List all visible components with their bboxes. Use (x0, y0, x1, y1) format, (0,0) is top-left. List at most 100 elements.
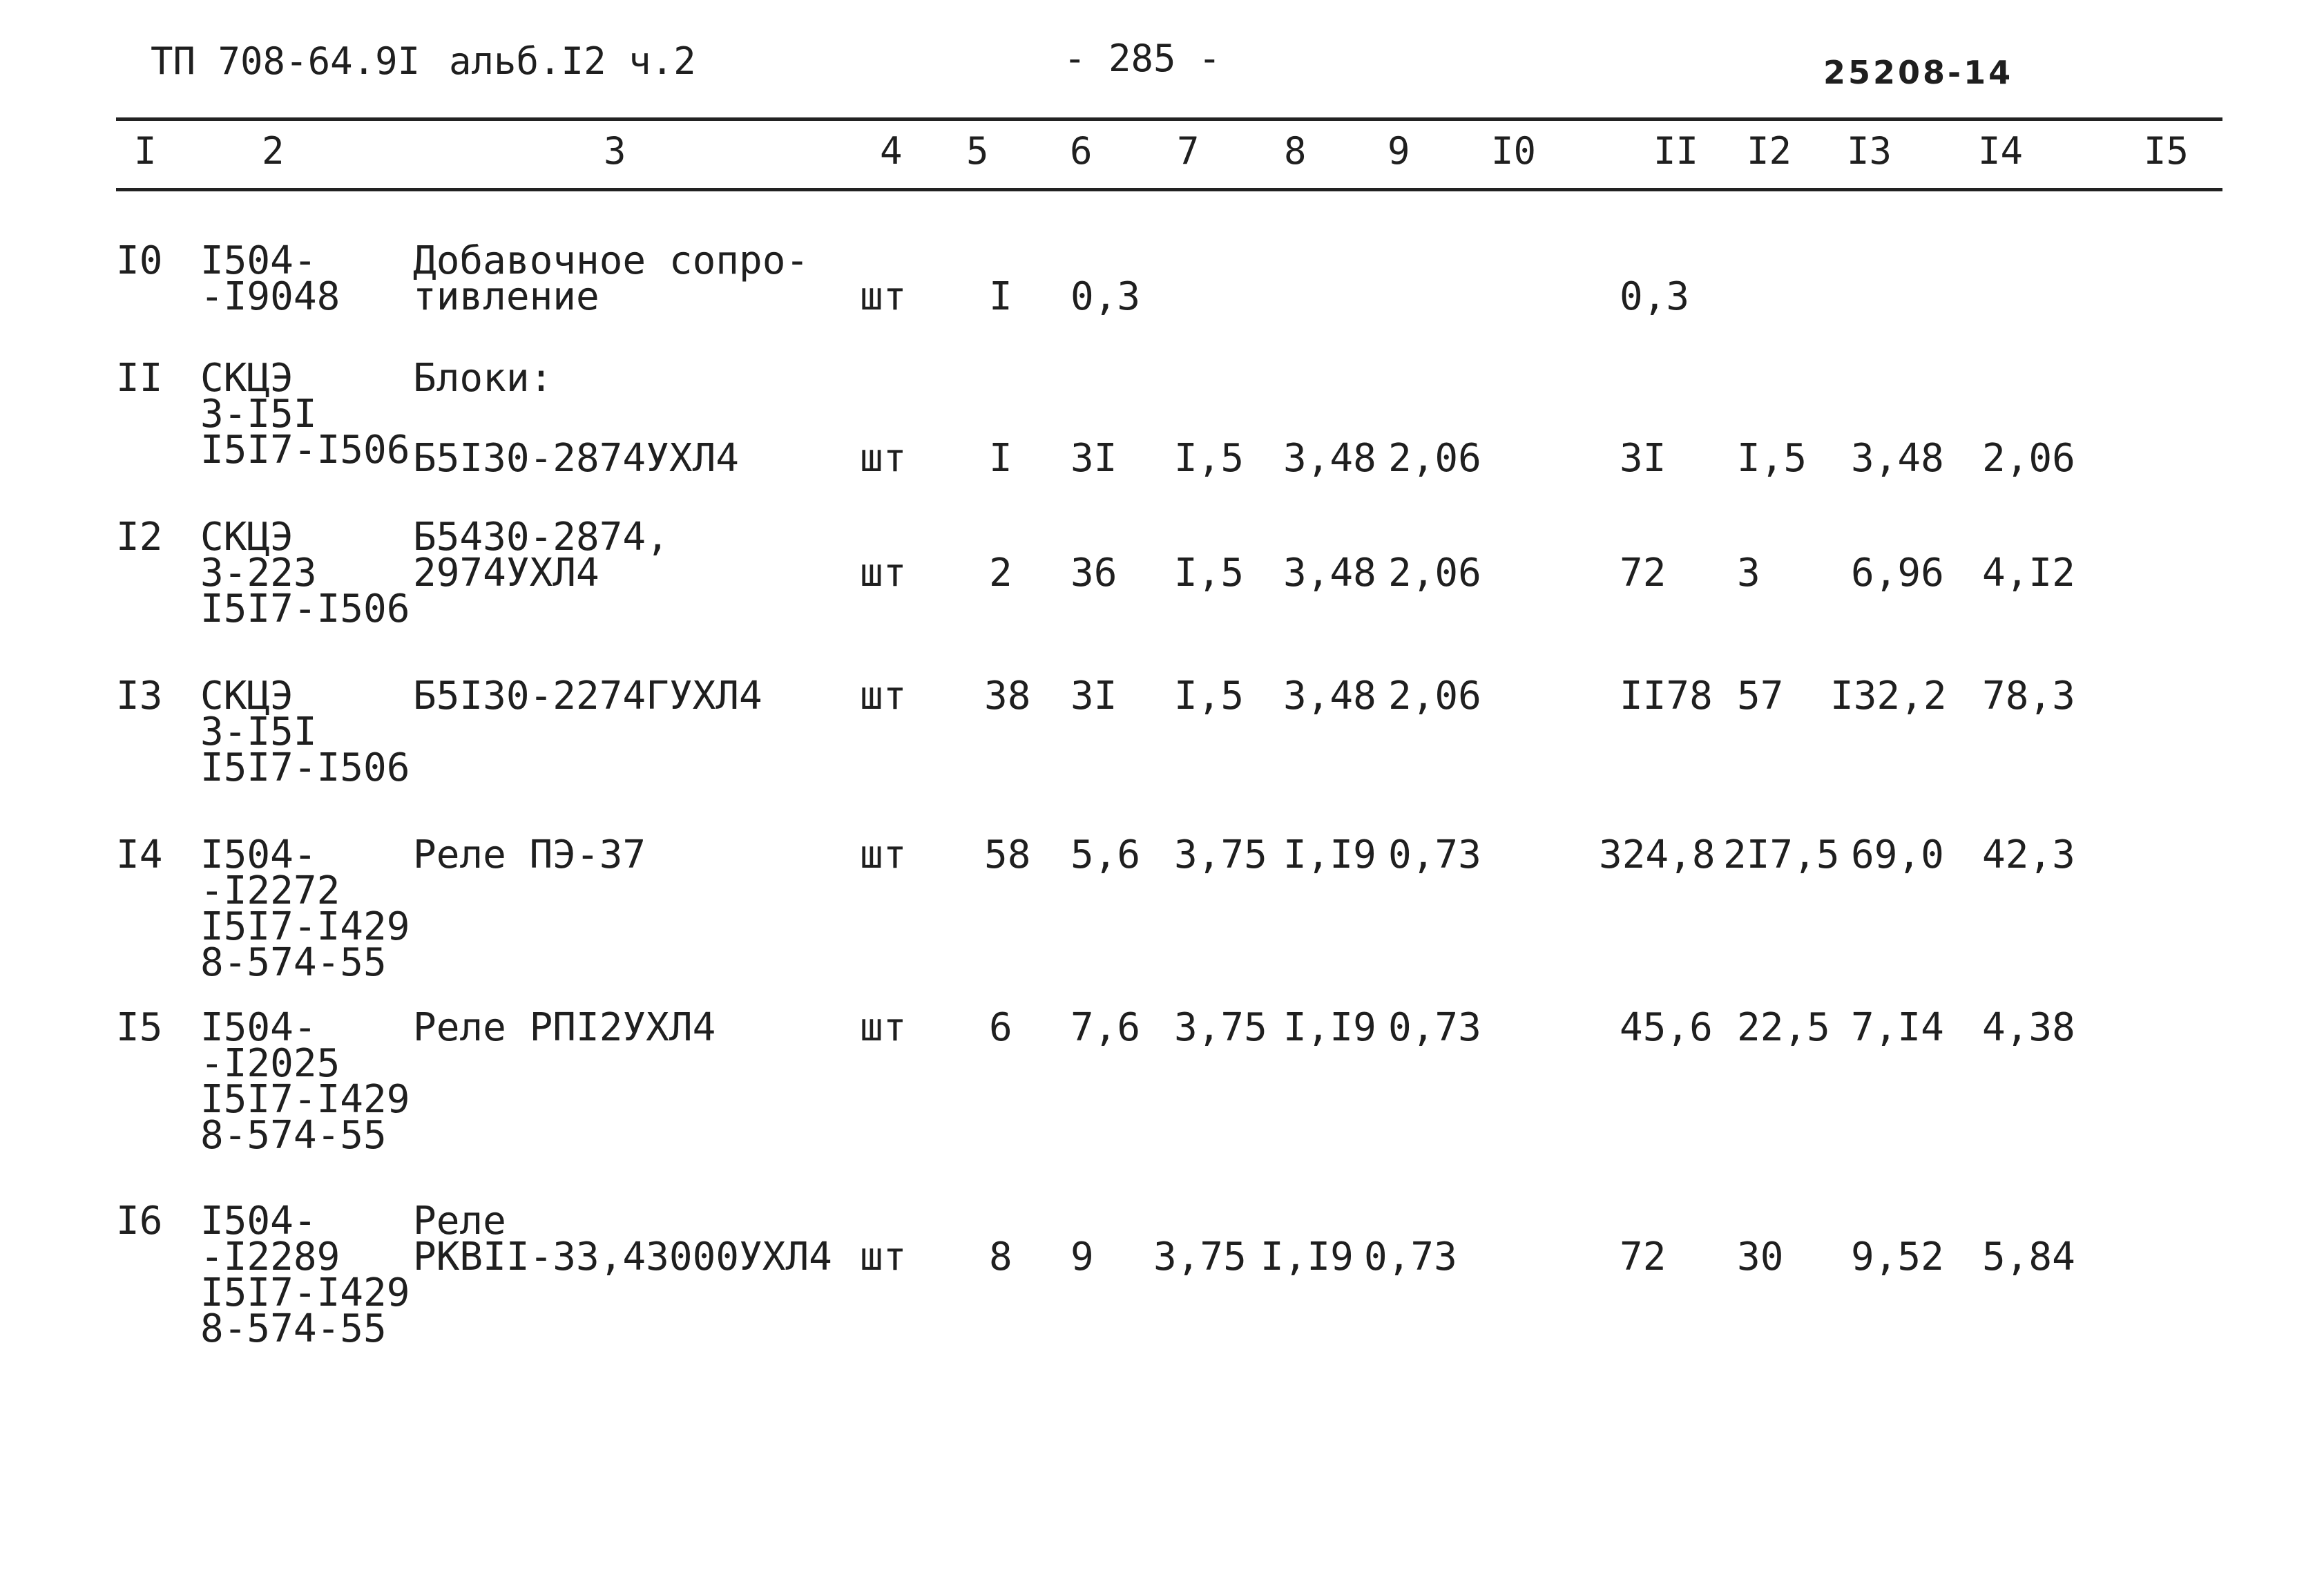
row-name-line: Б5430-2874, (413, 515, 669, 560)
col13-cell: 3,48 (1851, 436, 1944, 481)
col14-cell: 4,I2 (1982, 551, 2075, 596)
col13-cell: I32,2 (1830, 674, 1947, 718)
col13-cell: 9,52 (1851, 1235, 1944, 1279)
col11-cell: 0,3 (1620, 274, 1690, 319)
page-number: - 285 - (1064, 37, 1221, 80)
col7-cell: I,5 (1174, 551, 1245, 596)
doc-code: ТП 708-64.9I (151, 39, 421, 83)
unit-cell: шт (860, 551, 907, 596)
row-code-line: I5I7-I429 (200, 1270, 410, 1315)
col8-cell: 3,48 (1283, 551, 1376, 596)
row-code-line: I504- (200, 832, 317, 877)
row-name-line: Б5I30-2874УХЛ4 (413, 436, 740, 481)
row-name-line: 2974УХЛ4 (413, 551, 599, 596)
unit-cell: шт (860, 274, 907, 319)
column-header: I2 (1747, 129, 1792, 173)
column-header: I (134, 129, 157, 173)
col11-cell: 324,8 (1599, 832, 1716, 877)
unit-cell: шт (860, 436, 907, 481)
row-code-line: -I2025 (200, 1041, 340, 1086)
col6-cell: 9 (1070, 1235, 1094, 1279)
unit-cell: шт (860, 832, 907, 877)
col7-cell: 3,75 (1153, 1235, 1247, 1279)
row-number: I6 (116, 1199, 163, 1244)
column-header: 9 (1387, 129, 1410, 173)
row-code-line: I5I7-I429 (200, 904, 410, 949)
col6-cell: 5,6 (1070, 832, 1141, 877)
col11-cell: 45,6 (1620, 1005, 1713, 1050)
column-header: 2 (262, 129, 285, 173)
row-code-line: 8-574-55 (200, 1113, 387, 1158)
col11-cell: 3I (1620, 436, 1667, 481)
col6-cell: 3I (1070, 674, 1117, 718)
sheet-code: 25208-14 (1823, 54, 2014, 91)
col9-cell: 0,73 (1364, 1235, 1457, 1279)
col9-cell: 0,73 (1388, 832, 1481, 877)
col13-cell: 6,96 (1851, 551, 1944, 596)
unit-cell: шт (860, 1005, 907, 1050)
row-code-line: 8-574-55 (200, 1306, 387, 1351)
row-code-line: СКЦЭ (200, 356, 294, 401)
col12-cell: 22,5 (1737, 1005, 1830, 1050)
row-code-line: I504- (200, 1199, 317, 1244)
col13-cell: 69,0 (1851, 832, 1944, 877)
row-code-line: СКЦЭ (200, 515, 294, 560)
quantity-cell: 6 (989, 1005, 1012, 1050)
row-name-line: Блоки: (413, 356, 553, 401)
col8-cell: I,I9 (1260, 1235, 1354, 1279)
row-number: I3 (116, 674, 163, 718)
row-code-line: 3-I5I (200, 709, 317, 754)
col7-cell: 3,75 (1174, 1005, 1267, 1050)
row-code-line: I5I7-I506 (200, 587, 410, 631)
col12-cell: 2I7,5 (1723, 832, 1840, 877)
column-header: I4 (1978, 129, 2024, 173)
row-code-line: I504- (200, 1005, 317, 1050)
row-code-line: I5I7-I429 (200, 1077, 410, 1122)
row-code-line: 8-574-55 (200, 940, 387, 985)
row-name-line: РКВII-33,43000УХЛ4 (413, 1235, 832, 1279)
column-header: 4 (880, 129, 903, 173)
quantity-cell: 38 (984, 674, 1031, 718)
row-number: I0 (116, 238, 163, 283)
col14-cell: 2,06 (1982, 436, 2075, 481)
col11-cell: 72 (1620, 1235, 1667, 1279)
col8-cell: 3,48 (1283, 436, 1376, 481)
row-number: I2 (116, 515, 163, 560)
quantity-cell: 8 (989, 1235, 1012, 1279)
col12-cell: 57 (1737, 674, 1784, 718)
row-name-line: Добавочное сопро- (413, 238, 809, 283)
col14-cell: 78,3 (1982, 674, 2075, 718)
unit-cell: шт (860, 1235, 907, 1279)
column-header: 6 (1070, 129, 1093, 173)
quantity-cell: 2 (989, 551, 1012, 596)
col11-cell: 72 (1620, 551, 1667, 596)
col14-cell: 5,84 (1982, 1235, 2075, 1279)
col13-cell: 7,I4 (1851, 1005, 1944, 1050)
row-code-line: -I2289 (200, 1235, 340, 1279)
col8-cell: I,I9 (1283, 832, 1376, 877)
column-header: 8 (1284, 129, 1307, 173)
col9-cell: 2,06 (1388, 551, 1481, 596)
table-top-rule (116, 117, 2222, 121)
column-header: 5 (966, 129, 989, 173)
row-code-line: I5I7-I506 (200, 745, 410, 790)
unit-cell: шт (860, 674, 907, 718)
col12-cell: I,5 (1737, 436, 1807, 481)
col6-cell: 3I (1070, 436, 1117, 481)
row-name-line: Реле ПЭ-37 (413, 832, 646, 877)
row-name-line: Реле (413, 1199, 506, 1244)
row-name-line: Реле РПI2УХЛ4 (413, 1005, 716, 1050)
col11-cell: II78 (1620, 674, 1713, 718)
column-header: II (1653, 129, 1699, 173)
row-name-line: Б5I30-2274ГУХЛ4 (413, 674, 762, 718)
row-name-line: тивление (413, 274, 599, 319)
row-number: I4 (116, 832, 163, 877)
column-header: I3 (1847, 129, 1892, 173)
col6-cell: 36 (1070, 551, 1117, 596)
album-label: альб.I2 ч.2 (449, 39, 696, 83)
quantity-cell: 58 (984, 832, 1031, 877)
table-header-rule (116, 188, 2222, 191)
col7-cell: I,5 (1174, 674, 1245, 718)
row-code-line: 3-223 (200, 551, 317, 596)
